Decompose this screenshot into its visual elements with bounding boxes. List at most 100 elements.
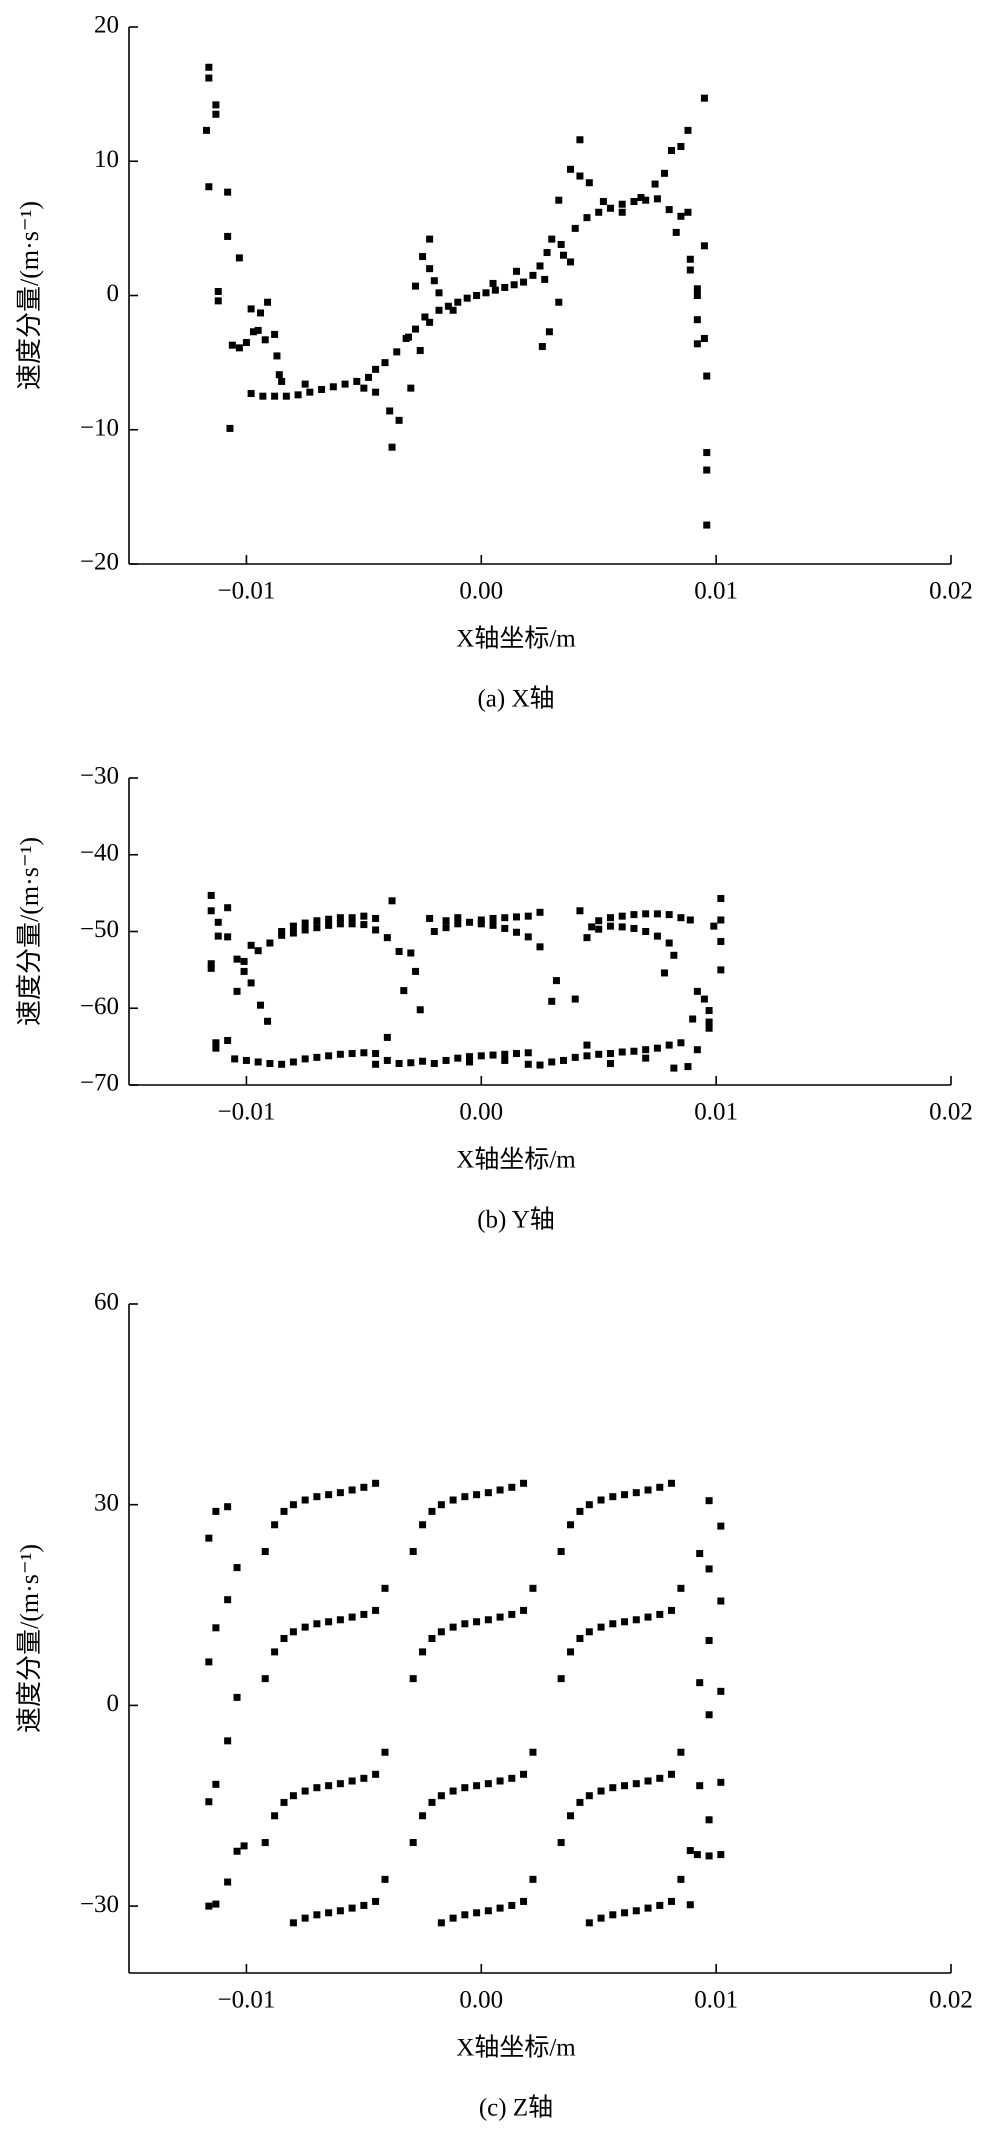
point bbox=[632, 1616, 640, 1624]
point bbox=[212, 1624, 220, 1632]
point bbox=[280, 1798, 288, 1806]
point bbox=[247, 979, 255, 987]
point bbox=[437, 1792, 445, 1800]
point bbox=[693, 987, 701, 995]
point bbox=[282, 392, 290, 400]
point bbox=[426, 235, 434, 243]
point bbox=[496, 1486, 504, 1494]
y-tick-label: −30 bbox=[80, 763, 119, 790]
point bbox=[454, 914, 462, 922]
point bbox=[693, 340, 701, 348]
point bbox=[325, 1491, 333, 1499]
point bbox=[576, 1798, 584, 1806]
point bbox=[653, 910, 661, 918]
point bbox=[461, 1911, 469, 1919]
point bbox=[437, 1501, 445, 1509]
point bbox=[686, 255, 694, 263]
point bbox=[529, 1584, 537, 1592]
point bbox=[520, 1770, 528, 1778]
y-axis-label: 速度分量/(m·s⁻¹) bbox=[15, 1544, 44, 1733]
point bbox=[360, 1483, 368, 1491]
point bbox=[621, 1491, 629, 1499]
point bbox=[705, 1497, 713, 1505]
point bbox=[597, 1496, 605, 1504]
point bbox=[205, 1902, 213, 1910]
point bbox=[599, 198, 607, 206]
point bbox=[496, 1904, 504, 1912]
point bbox=[529, 271, 537, 279]
point bbox=[205, 63, 213, 71]
point bbox=[278, 1060, 286, 1068]
point bbox=[360, 1610, 368, 1618]
point bbox=[597, 1787, 605, 1795]
point bbox=[477, 920, 485, 928]
point bbox=[271, 1521, 279, 1529]
point bbox=[642, 196, 650, 204]
point bbox=[473, 292, 481, 299]
point bbox=[557, 1839, 565, 1847]
point bbox=[541, 275, 549, 283]
point bbox=[609, 1911, 617, 1919]
point bbox=[524, 933, 532, 941]
point bbox=[585, 1628, 593, 1636]
point bbox=[348, 920, 356, 928]
point bbox=[520, 278, 528, 286]
point bbox=[381, 359, 389, 367]
x-axis-label: X轴坐标/m bbox=[456, 1146, 576, 1174]
point bbox=[280, 1635, 288, 1642]
x-tick-label: 0.01 bbox=[694, 1099, 738, 1126]
point bbox=[463, 294, 471, 302]
point bbox=[665, 206, 673, 214]
point bbox=[642, 1054, 650, 1062]
point bbox=[388, 443, 396, 451]
point bbox=[606, 922, 614, 930]
point bbox=[325, 1052, 333, 1060]
point bbox=[571, 995, 579, 1003]
point bbox=[278, 928, 286, 935]
point bbox=[341, 380, 349, 388]
point bbox=[205, 183, 213, 191]
y-tick-label: −30 bbox=[80, 1891, 119, 1918]
point bbox=[325, 1909, 333, 1917]
point bbox=[261, 1839, 269, 1847]
point bbox=[428, 1635, 436, 1642]
point bbox=[301, 919, 309, 927]
point bbox=[501, 1056, 509, 1064]
point bbox=[428, 1798, 436, 1806]
point bbox=[710, 922, 718, 930]
point bbox=[717, 894, 725, 902]
point bbox=[630, 924, 638, 932]
point bbox=[233, 1693, 241, 1701]
point bbox=[477, 1052, 485, 1060]
point bbox=[466, 1058, 474, 1066]
point bbox=[419, 1648, 427, 1656]
point bbox=[630, 198, 638, 206]
point bbox=[395, 416, 403, 424]
point bbox=[576, 1635, 584, 1642]
point bbox=[618, 208, 626, 216]
point bbox=[693, 292, 701, 299]
point bbox=[383, 1033, 391, 1041]
point bbox=[705, 1024, 713, 1032]
point bbox=[280, 1507, 288, 1515]
point bbox=[306, 388, 314, 396]
point bbox=[703, 449, 711, 457]
point bbox=[289, 1792, 297, 1800]
point bbox=[212, 1900, 220, 1908]
point bbox=[360, 384, 368, 392]
point bbox=[606, 1060, 614, 1068]
point bbox=[416, 347, 424, 355]
point bbox=[348, 1777, 356, 1785]
point bbox=[254, 1058, 262, 1066]
point bbox=[233, 987, 241, 995]
point bbox=[372, 926, 380, 934]
point bbox=[214, 287, 222, 295]
point bbox=[597, 1914, 605, 1922]
point bbox=[353, 377, 361, 385]
point bbox=[536, 908, 544, 916]
point bbox=[426, 914, 434, 922]
point bbox=[372, 388, 380, 396]
point bbox=[372, 1050, 380, 1058]
point bbox=[224, 1737, 232, 1745]
point bbox=[606, 1050, 614, 1058]
